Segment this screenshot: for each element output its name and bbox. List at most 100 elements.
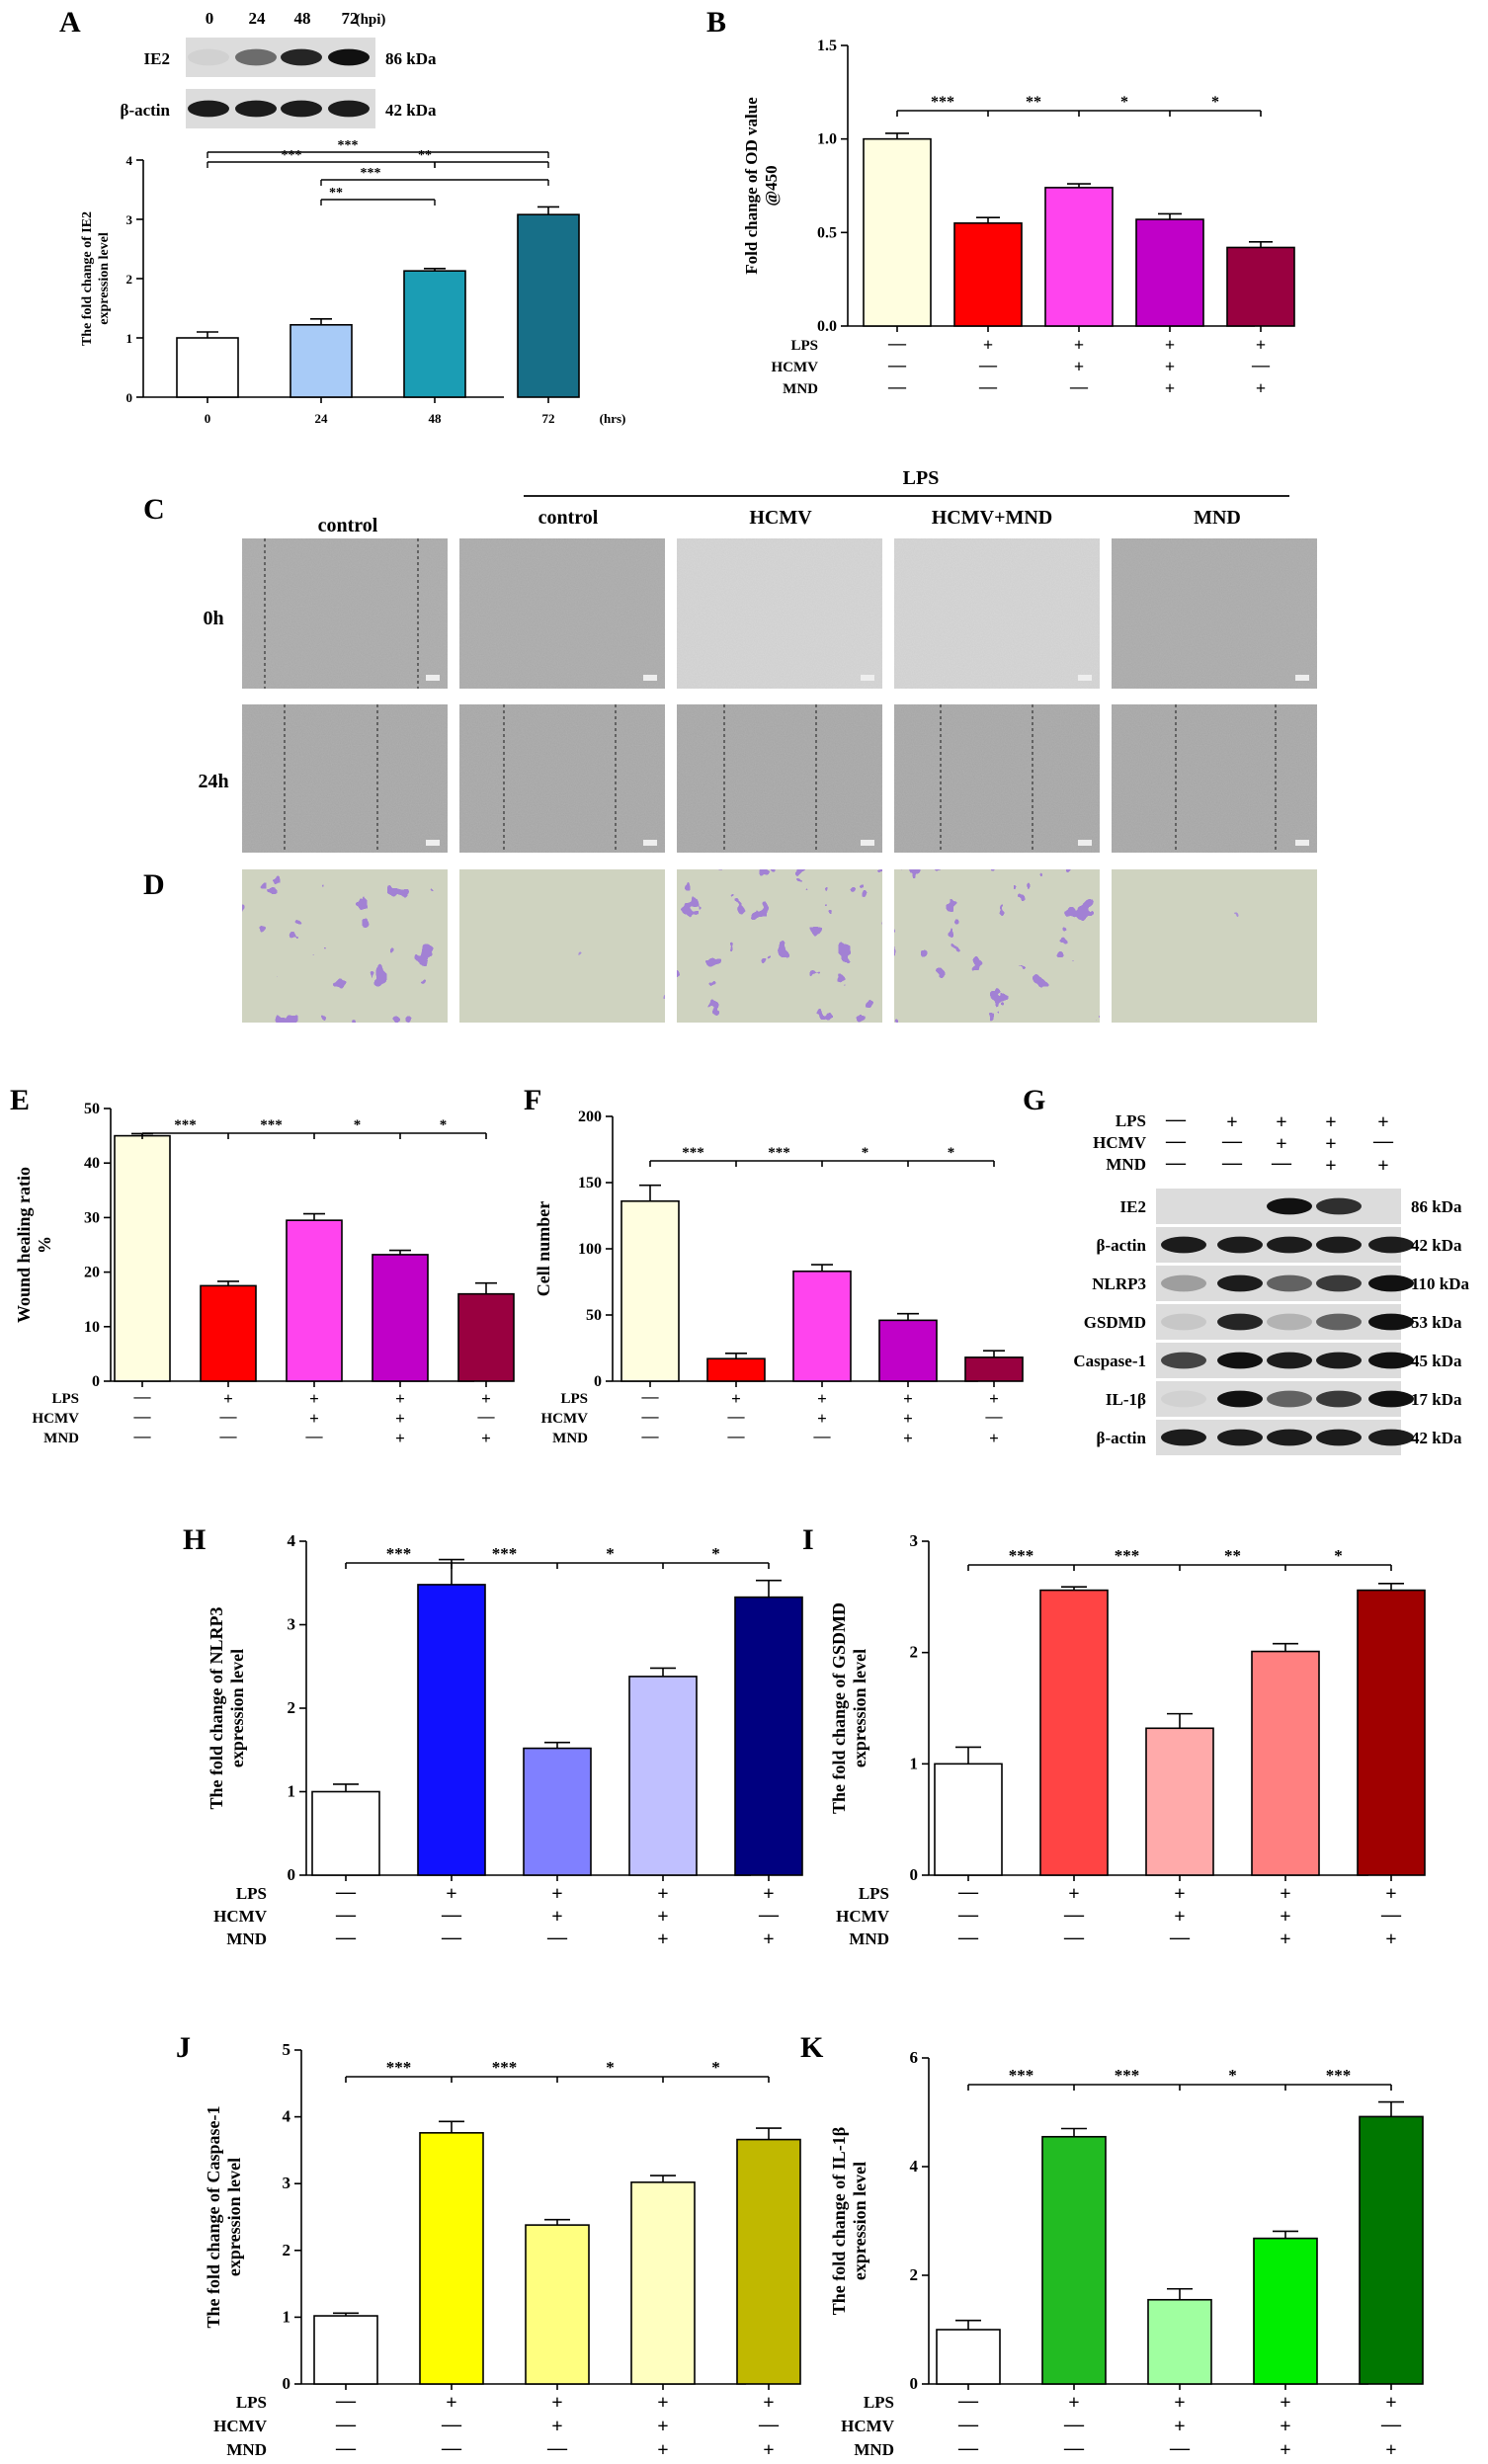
bar <box>419 2132 484 2385</box>
kda-label: 42 kDa <box>385 101 437 120</box>
sign-mark: — <box>957 1881 979 1903</box>
y-tick-label: 4 <box>283 2107 291 2126</box>
row-label-lps: LPS <box>51 1391 79 1407</box>
sign-mark: — <box>641 1427 660 1445</box>
blot-band <box>188 100 229 118</box>
y-axis-label: Fold change of OD value <box>742 97 761 275</box>
sign-mark: — <box>641 1387 660 1406</box>
sign-mark: + <box>1174 2392 1185 2414</box>
scratch-image-0h <box>1112 538 1317 689</box>
sign-mark: + <box>1074 357 1084 376</box>
y-tick-label: 50 <box>84 1101 100 1117</box>
sign-mark: — <box>1169 1927 1191 1948</box>
y-axis-label: Wound healing ratio <box>14 1167 34 1323</box>
sign-mark: — <box>727 1407 746 1426</box>
sign-mark: + <box>1280 1929 1290 1950</box>
significance-label: * <box>606 2058 615 2077</box>
blot-a: 0 24 48 72(hpi) IE2 86 kDa β-actin 42 kDa <box>120 9 437 128</box>
bar <box>628 1676 698 1876</box>
blot-band <box>1316 1274 1362 1292</box>
scale-bar <box>861 675 874 681</box>
sign-mark: — <box>758 2414 780 2435</box>
sign-mark: + <box>1165 357 1175 376</box>
bar <box>517 213 580 398</box>
y-axis-label: The fold change of GSDMD <box>829 1602 849 1814</box>
blot-band <box>1161 1390 1206 1408</box>
bar <box>403 270 466 398</box>
blot-band <box>1368 1352 1414 1369</box>
panel-letter-c: C <box>143 493 165 526</box>
bar <box>1253 2237 1318 2385</box>
bar <box>736 2138 801 2385</box>
bar <box>1359 2115 1424 2385</box>
row-label-mnd: MND <box>783 381 818 397</box>
row-label-mnd: MND <box>226 2440 267 2459</box>
significance-label: *** <box>282 148 302 163</box>
scratch-image-0h <box>242 538 448 689</box>
sign-mark: — <box>1251 355 1271 374</box>
y-tick-label: 3 <box>126 212 133 227</box>
chart-j: 0 1 2 3 4 5 The fold change of Caspase-1 expres… <box>204 2040 801 2461</box>
blot-band <box>281 100 322 118</box>
bar <box>1147 2298 1212 2385</box>
row-label-lps: LPS <box>1116 1111 1146 1130</box>
bar <box>417 1584 486 1876</box>
protein-label: β-actin <box>1096 1236 1146 1255</box>
row-label-hcmv: HCMV <box>33 1411 80 1427</box>
blot-band <box>1217 1236 1263 1254</box>
blot-band <box>1316 1313 1362 1331</box>
sign-mark: — <box>133 1427 152 1445</box>
y-tick-label: 5 <box>283 2040 291 2059</box>
y-tick-label: 3 <box>910 1531 919 1550</box>
sign-mark: — <box>133 1407 152 1426</box>
scratch-image-24h <box>894 704 1100 853</box>
sign-mark: — <box>1380 1904 1402 1926</box>
row-label-mnd: MND <box>1106 1155 1146 1174</box>
sign-mark: — <box>1063 1904 1085 1926</box>
blot-band <box>1161 1429 1206 1446</box>
time-row-label: 24h <box>198 771 228 792</box>
blot-band <box>235 100 277 118</box>
sign-mark: + <box>983 335 993 355</box>
condition-label: HCMV+MND <box>932 507 1052 529</box>
significance-label: *** <box>931 94 954 111</box>
significance-label: *** <box>1009 2066 1034 2085</box>
significance-label: *** <box>1115 1546 1140 1565</box>
sign-mark: + <box>763 1929 774 1950</box>
sign-mark: — <box>1165 1152 1187 1174</box>
sign-mark: + <box>446 1883 456 1905</box>
blot-g: LPS — + + + +HCMV — — + + —MND — — — + +IE2 86 kDaβ-acti… <box>1073 1109 1470 1455</box>
blot-band <box>281 48 322 66</box>
sign-mark: + <box>1226 1111 1237 1133</box>
condition-label: HCMV <box>749 507 812 529</box>
protein-label: β-actin <box>1096 1429 1146 1447</box>
blot-band <box>1217 1390 1263 1408</box>
protein-label: GSDMD <box>1084 1313 1146 1332</box>
row-label-hcmv: HCMV <box>213 1907 268 1926</box>
row-label-mnd: MND <box>854 2440 894 2459</box>
scale-bar <box>643 675 657 681</box>
blot-band <box>328 100 370 118</box>
y-tick-label: 30 <box>84 1209 100 1226</box>
blot-band <box>1217 1274 1263 1292</box>
sign-mark: + <box>1276 1133 1286 1155</box>
sign-mark: — <box>758 1904 780 1926</box>
y-tick-label: 1.5 <box>817 38 837 54</box>
row-label-hcmv: HCMV <box>836 1907 890 1926</box>
y-axis-label: expression level <box>227 1649 247 1767</box>
y-axis-label: The fold change of Caspase-1 <box>204 2105 223 2328</box>
sign-mark: + <box>989 1389 999 1408</box>
scratch-image-24h <box>459 704 665 853</box>
sign-mark: + <box>551 2392 562 2414</box>
sign-mark: — <box>546 1927 568 1948</box>
bar <box>1357 1589 1426 1876</box>
sign-mark: + <box>763 2439 774 2459</box>
y-axis-label: expression level <box>850 1649 869 1767</box>
row-label-hcmv: HCMV <box>841 2417 895 2435</box>
significance-label: *** <box>338 138 359 153</box>
sign-mark: + <box>309 1389 319 1408</box>
row-label-lps: LPS <box>859 1884 889 1903</box>
time-label: 0 <box>206 9 214 28</box>
y-tick-label: 0 <box>910 2374 919 2393</box>
